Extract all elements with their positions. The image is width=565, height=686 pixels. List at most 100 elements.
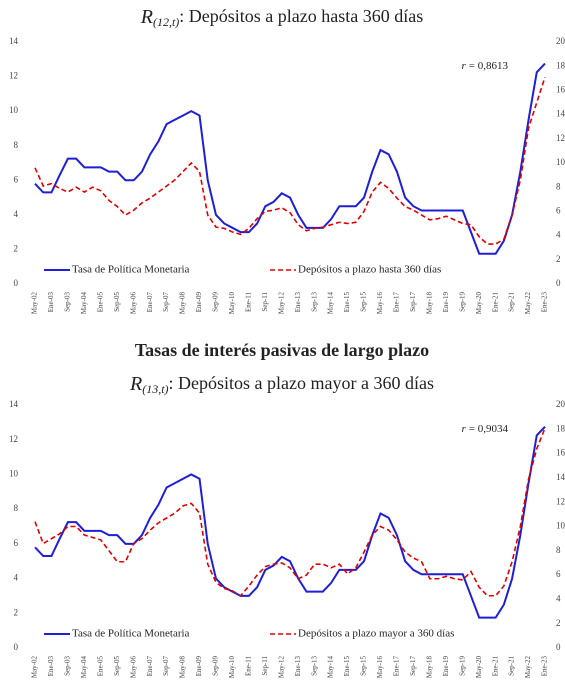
x-tick-label: Ene-19 <box>442 292 450 313</box>
x-tick-label: May-18 <box>425 656 433 679</box>
annotation-text: = 0,9034 <box>469 423 509 435</box>
x-tick-label: Ene-09 <box>195 292 203 313</box>
legend-label: Depósitos a plazo hasta 360 días <box>298 264 441 276</box>
y2-tick-label: 12 <box>556 496 565 506</box>
y2-tick-label: 18 <box>556 60 565 70</box>
chart-title: R(13,t): Depósitos a plazo mayor a 360 d… <box>129 373 434 396</box>
y-tick-label: 0 <box>14 642 19 652</box>
x-tick-label: May-12 <box>277 656 285 679</box>
x-tick-label: May-08 <box>179 292 187 315</box>
x-tick-label: Sep-21 <box>508 292 516 312</box>
y2-tick-label: 14 <box>556 472 565 482</box>
y2-tick-label: 8 <box>556 181 561 191</box>
y2-tick-label: 10 <box>556 521 565 531</box>
x-tick-label: Sep-05 <box>113 656 121 676</box>
y2-tick-label: 4 <box>556 230 561 240</box>
y-tick-label: 6 <box>14 538 19 548</box>
y-tick-label: 12 <box>9 71 18 81</box>
y2-tick-label: 4 <box>556 593 561 603</box>
x-tick-label: Sep-03 <box>64 292 72 312</box>
y-tick-label: 10 <box>9 468 19 478</box>
x-tick-label: Ene-15 <box>343 656 351 677</box>
x-tick-label: Sep-21 <box>508 656 516 676</box>
x-tick-label: Ene-15 <box>343 292 351 313</box>
x-tick-label: Ene-23 <box>541 292 549 313</box>
x-tick-label: Ene-11 <box>244 292 252 312</box>
y-tick-label: 14 <box>9 399 19 409</box>
annotation: r = 0,8613 <box>462 60 509 72</box>
series-line <box>34 427 546 597</box>
x-tick-label: Sep-17 <box>409 292 417 312</box>
x-tick-label: Ene-23 <box>541 656 549 677</box>
y2-tick-label: 6 <box>556 205 561 215</box>
x-tick-label: May-18 <box>425 292 433 315</box>
legend-label: Tasa de Política Monetaria <box>72 264 190 276</box>
x-tick-label: May-14 <box>327 292 335 315</box>
x-tick-label: Ene-17 <box>393 656 401 677</box>
y-tick-label: 12 <box>9 434 18 444</box>
y2-tick-label: 2 <box>556 618 561 628</box>
y-tick-label: 4 <box>14 573 19 583</box>
y2-tick-label: 20 <box>556 399 565 409</box>
x-tick-label: Sep-13 <box>310 656 318 676</box>
y2-tick-label: 20 <box>556 36 565 46</box>
x-tick-label: May-02 <box>31 656 39 679</box>
x-tick-label: May-20 <box>475 292 483 315</box>
x-tick-label: May-20 <box>475 656 483 679</box>
series-line <box>34 76 546 245</box>
y-tick-label: 8 <box>14 140 19 150</box>
x-tick-label: Sep-09 <box>212 656 220 676</box>
y2-tick-label: 0 <box>556 278 561 288</box>
x-tick-label: Sep-17 <box>409 656 417 676</box>
y-tick-label: 6 <box>14 174 19 184</box>
x-tick-label: Sep-19 <box>458 656 466 676</box>
title-symbol: R <box>129 373 142 395</box>
x-tick-label: Ene-17 <box>393 292 401 313</box>
title-text: : Depósitos a plazo hasta 360 días <box>179 6 423 26</box>
x-tick-label: Ene-05 <box>96 292 104 313</box>
chart-heading: Tasas de interés pasivas de largo plazo <box>135 340 429 360</box>
title-subscript: (13,t) <box>142 382 168 396</box>
x-tick-label: Ene-07 <box>146 292 154 313</box>
x-tick-label: May-14 <box>327 656 335 679</box>
title-text: : Depósitos a plazo mayor a 360 días <box>169 373 434 393</box>
y-tick-label: 0 <box>14 278 19 288</box>
y2-tick-label: 10 <box>556 157 565 167</box>
x-tick-label: May-10 <box>228 656 236 679</box>
x-tick-label: Sep-11 <box>261 292 269 312</box>
x-tick-label: Sep-11 <box>261 656 269 676</box>
x-tick-label: May-08 <box>179 656 187 679</box>
x-tick-label: May-06 <box>129 656 137 679</box>
x-tick-label: Ene-11 <box>244 656 252 676</box>
series-line <box>34 426 546 619</box>
annotation-symbol: r <box>462 60 467 72</box>
x-tick-label: Sep-07 <box>162 656 170 676</box>
x-tick-label: May-04 <box>80 656 88 679</box>
x-tick-label: Ene-07 <box>146 656 154 677</box>
y2-tick-label: 2 <box>556 254 561 264</box>
y2-tick-label: 6 <box>556 569 561 579</box>
y-tick-label: 2 <box>14 607 19 617</box>
chart-title: R(12,t): Depósitos a plazo hasta 360 día… <box>140 6 424 29</box>
y-tick-label: 14 <box>9 36 19 46</box>
x-tick-label: May-22 <box>524 656 532 679</box>
x-tick-label: Sep-15 <box>360 292 368 312</box>
x-tick-label: Sep-15 <box>360 656 368 676</box>
y2-tick-label: 12 <box>556 133 565 143</box>
x-tick-label: May-02 <box>31 292 39 315</box>
x-tick-label: Ene-13 <box>294 292 302 313</box>
x-tick-label: May-04 <box>80 292 88 315</box>
x-tick-label: May-22 <box>524 292 532 315</box>
y2-tick-label: 16 <box>556 448 565 458</box>
annotation-text: = 0,8613 <box>469 60 509 72</box>
title-symbol: R <box>140 6 153 28</box>
x-tick-label: Ene-09 <box>195 656 203 677</box>
annotation: r = 0,9034 <box>462 423 509 435</box>
x-tick-label: May-16 <box>376 656 384 679</box>
x-tick-label: Sep-13 <box>310 292 318 312</box>
x-tick-label: Sep-03 <box>64 656 72 676</box>
y2-tick-label: 16 <box>556 84 565 94</box>
y2-tick-label: 0 <box>556 642 561 652</box>
annotation-symbol: r <box>462 423 467 435</box>
